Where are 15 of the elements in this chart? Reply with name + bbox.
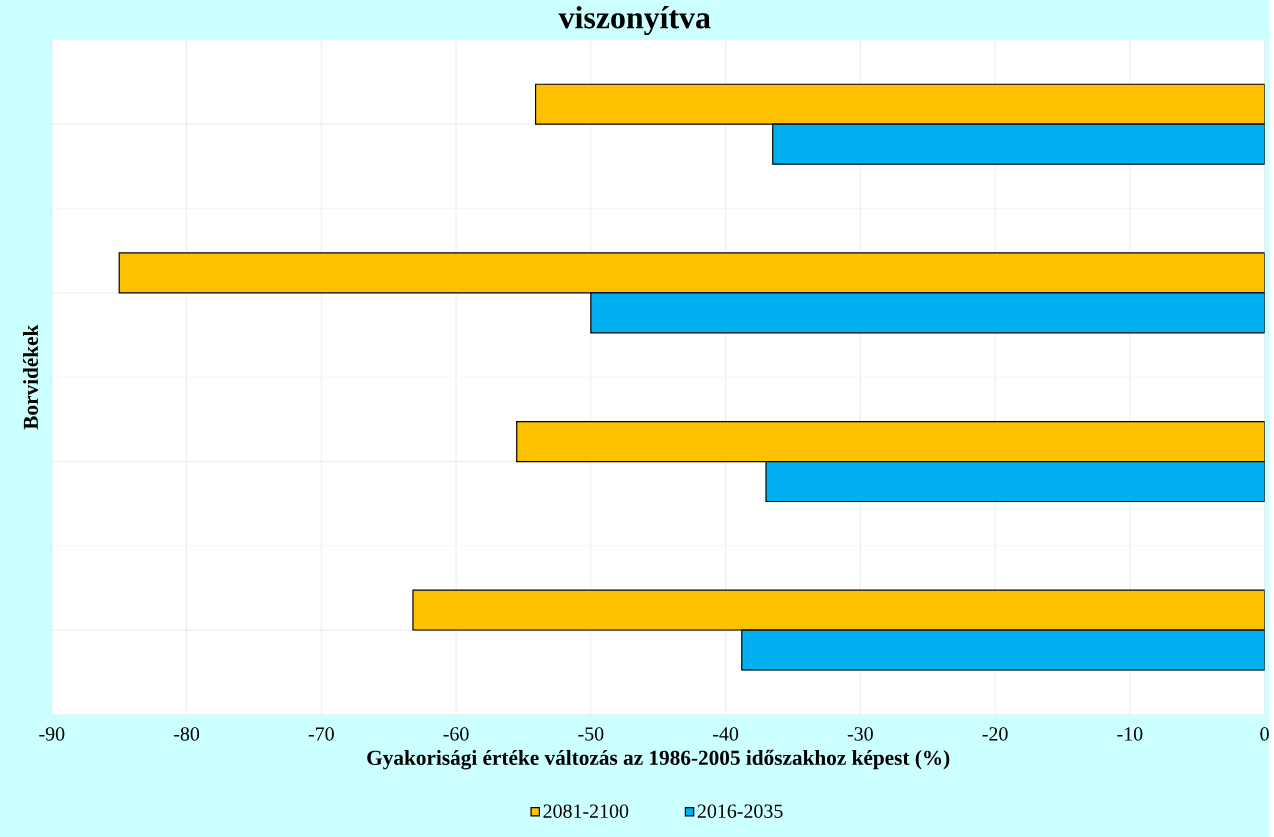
x-axis-title: Gyakorisági értéke változás az 1986-2005 időszakhoz képest (%) (367, 749, 950, 770)
x-tick-label: -60 (443, 727, 469, 741)
x-tick-label: -20 (982, 727, 1008, 741)
x-tick-label: -80 (174, 727, 200, 741)
x-tick-label: -30 (847, 727, 873, 741)
x-tick-label: -10 (1117, 727, 1143, 741)
legend-label: 2081-2100 (543, 804, 629, 818)
x-tick-label: -40 (713, 727, 739, 741)
x-tick-label: -70 (308, 727, 334, 741)
x-tick-label: -90 (39, 727, 65, 741)
y-axis-title: Borvidékek (23, 324, 38, 430)
x-tick-label: -50 (578, 727, 604, 741)
chart-title: viszonyítva (558, 5, 711, 35)
x-tick-label: 0 (1260, 727, 1269, 741)
legend-label: 2016-2035 (697, 804, 783, 818)
